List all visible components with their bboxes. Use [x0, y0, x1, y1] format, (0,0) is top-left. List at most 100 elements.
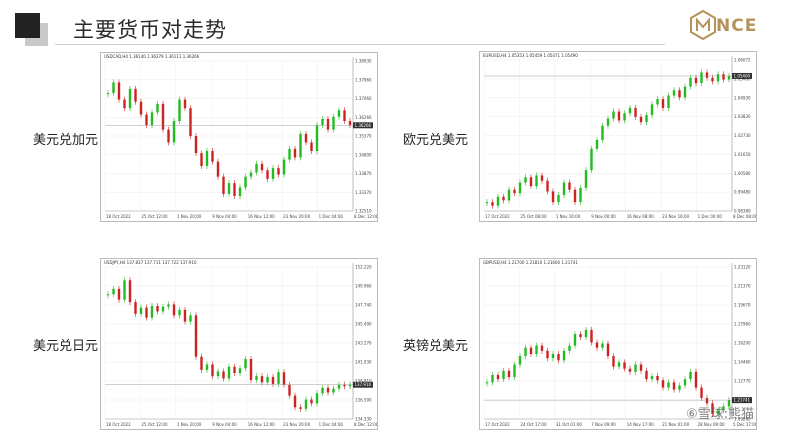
- x-tick-label: 1 Nov 20:00: [177, 214, 202, 219]
- candle-body: [326, 387, 330, 393]
- candle-body: [233, 366, 236, 374]
- nce-logo: NCE: [690, 9, 778, 42]
- candle-body: [145, 114, 148, 126]
- candle-body: [222, 371, 225, 379]
- candle-body: [579, 334, 582, 338]
- y-tick-label: 1.35370: [355, 134, 372, 139]
- candle-body: [277, 372, 280, 384]
- candle-body: [315, 393, 319, 404]
- y-tick-label: 1.19670: [734, 303, 751, 308]
- candle-body: [645, 115, 648, 123]
- candle-body: [304, 133, 308, 143]
- candle-body: [266, 170, 269, 179]
- candle-body: [167, 304, 170, 307]
- candle-body: [689, 371, 692, 380]
- last-price-tag: [353, 381, 373, 388]
- nce-logo-icon: [690, 9, 716, 41]
- y-tick-label: 1.17960: [734, 322, 751, 327]
- candle-body: [189, 108, 192, 136]
- last-price-label: 137.910: [355, 382, 372, 387]
- candle-body: [694, 77, 698, 84]
- candle-body: [496, 196, 500, 206]
- candle-body: [540, 175, 544, 181]
- x-tick-label: 17 Oct 2022: [485, 422, 510, 427]
- candle-body: [227, 366, 231, 379]
- candle-body: [623, 113, 626, 121]
- logo-text: NCE: [716, 16, 758, 36]
- candle-body: [310, 399, 313, 404]
- candle-body: [524, 347, 527, 357]
- chart-gbpusd[interactable]: GBPUSD,H4 1.21700 1.21810 1.21660 1.2174…: [479, 258, 757, 430]
- x-tick-label: 1 Nov 20:00: [177, 422, 202, 427]
- candle-body: [529, 347, 533, 355]
- x-tick-label: 8 Dec 08:00: [733, 214, 756, 219]
- candle-body: [513, 364, 516, 378]
- candle-body: [321, 387, 324, 394]
- candle-body: [123, 280, 126, 300]
- chart-header: EURUSD,H4 1.05353 1.05459 1.05471 1.0549…: [483, 53, 578, 58]
- candle-body: [491, 374, 494, 383]
- candle-body: [150, 305, 154, 318]
- candle-body: [568, 345, 571, 351]
- candle-body: [535, 345, 538, 355]
- candle-body: [156, 103, 159, 113]
- candle-body: [727, 75, 731, 80]
- candle-body: [573, 189, 577, 203]
- candle-body: [634, 364, 637, 372]
- x-tick-label: 8 Dec 12:00: [354, 422, 377, 427]
- y-tick-label: 141.030: [355, 360, 372, 365]
- last-price-tag: [732, 397, 752, 404]
- y-tick-label: 1.09260: [734, 417, 751, 422]
- chart-usdjpy[interactable]: USDJPY,H4 137.837 137.711 137.722 137.91…: [100, 258, 378, 430]
- y-tick-label: 1.03830: [734, 114, 751, 119]
- candle-body: [348, 121, 352, 126]
- candle-body: [216, 371, 220, 377]
- candle-body: [606, 343, 610, 357]
- candle-body: [282, 159, 286, 175]
- y-tick-label: 1.36266: [355, 115, 372, 120]
- y-tick-label: 1.23120: [734, 265, 751, 270]
- candle-body: [568, 182, 571, 190]
- candle-body: [617, 111, 621, 121]
- y-tick-label: 1.37060: [355, 96, 372, 101]
- x-tick-label: 5 Dec 17:00: [733, 422, 756, 427]
- candle-body: [656, 376, 659, 381]
- x-tick-label: 24 Oct 17:00: [520, 422, 547, 427]
- candle-body: [612, 356, 615, 367]
- chart-usdcad[interactable]: USDCAD,H4 1.36140 1.36279 1.36111 1.3626…: [100, 52, 378, 222]
- candle-body: [227, 183, 231, 194]
- candle-body: [661, 99, 665, 108]
- candle-body: [557, 195, 560, 203]
- chart-eurusd[interactable]: EURUSD,H4 1.05353 1.05459 1.05471 1.0549…: [479, 51, 757, 222]
- y-tick-label: 1.12770: [734, 379, 751, 384]
- candle-body: [485, 202, 489, 204]
- y-tick-label: 1.01650: [734, 152, 751, 157]
- chart-plot: 152.220 149.960 147.740 145.490 143.270 141.0…: [104, 263, 377, 427]
- candle-body: [650, 104, 654, 116]
- candle-body: [123, 99, 126, 109]
- x-tick-label: 18 Oct 2022: [106, 214, 131, 219]
- candle-body: [205, 151, 209, 166]
- candle-body: [139, 101, 143, 115]
- candle-body: [705, 72, 709, 78]
- candle-body: [337, 110, 341, 117]
- candle-body: [337, 384, 341, 389]
- label-usdcad: 美元兑加元: [33, 133, 99, 148]
- candle-body: [722, 74, 725, 80]
- candle-body: [249, 172, 253, 177]
- candle-body: [562, 182, 566, 196]
- candle-body: [667, 382, 670, 388]
- chart-plot: 1.06072 1.05400 1.04930 1.03830 1.02730 1.016…: [483, 56, 756, 219]
- candle-body: [343, 384, 346, 387]
- candle-body: [255, 376, 258, 381]
- candle-body: [502, 370, 505, 380]
- candle-body: [595, 139, 599, 149]
- candle-body: [321, 118, 324, 126]
- candle-body: [590, 148, 593, 171]
- y-tick-label: 1.16200: [734, 341, 751, 346]
- candle-body: [249, 358, 253, 381]
- x-tick-label: 23 Nov 16:00: [662, 214, 689, 219]
- candle-body: [507, 370, 511, 378]
- candle-body: [271, 168, 275, 179]
- candle-body: [491, 202, 494, 206]
